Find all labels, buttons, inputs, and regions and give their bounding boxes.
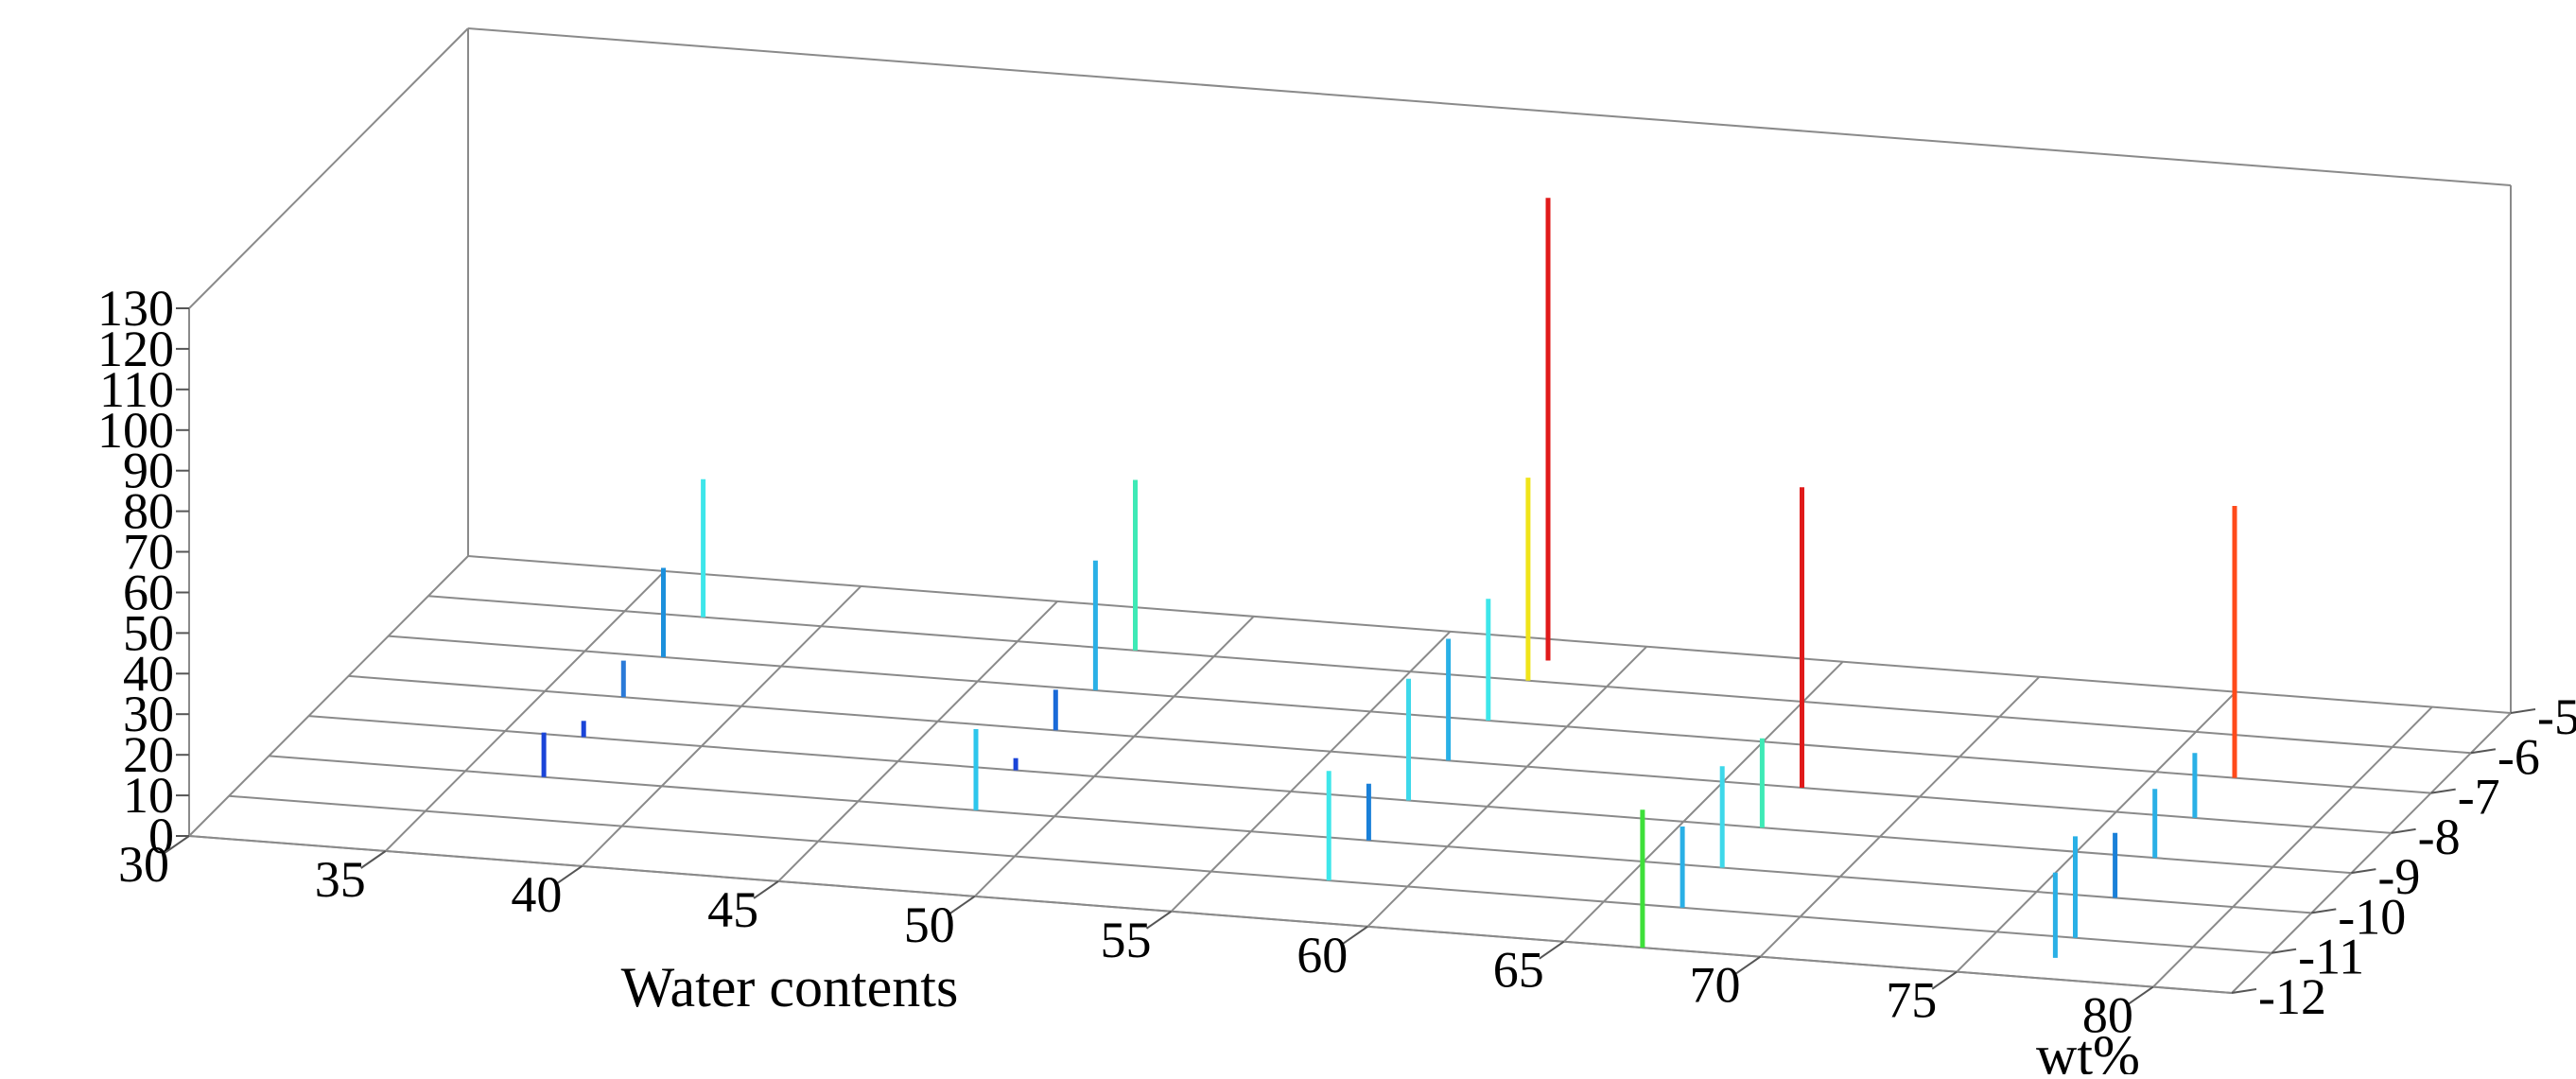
back-top-edge: [467, 27, 2512, 186]
z-tick-label: 0: [148, 808, 174, 864]
z-tick-label: 70: [123, 524, 174, 581]
z-tick-label: 110: [99, 361, 174, 418]
y-tick-label: -9: [2377, 848, 2420, 905]
y-tick-label: -5: [2537, 688, 2576, 745]
floor-gridline-x: [188, 555, 469, 837]
x-tick-label: 70: [1690, 957, 1741, 1014]
z-tick-label: 130: [97, 280, 174, 337]
x-tick-mark: [1145, 910, 1173, 930]
z-tick-label: 80: [123, 483, 174, 540]
floor-gridline-x: [974, 616, 1255, 897]
x-tick-mark: [1734, 955, 1762, 975]
x-tick-mark: [1342, 925, 1368, 945]
x-tick-mark: [949, 895, 976, 914]
y-tick-mark: [2391, 827, 2416, 834]
y-tick-mark: [2311, 908, 2337, 914]
y-tick-mark: [2470, 748, 2497, 755]
y-tick-label: -7: [2458, 769, 2500, 826]
x-tick-mark: [1931, 970, 1958, 990]
y-tick-mark: [2510, 708, 2536, 714]
y-axis-label: wt%: [2036, 1024, 2140, 1074]
z-tick-label: 10: [123, 767, 174, 824]
x-tick-label: 50: [904, 896, 955, 953]
z-tick-label: 100: [97, 402, 174, 459]
left-top-edge: [188, 27, 469, 309]
y-tick-mark: [2351, 868, 2376, 875]
x-tick-mark: [2128, 985, 2154, 1005]
floor-gridline-x: [777, 600, 1058, 882]
floor-gridline-x: [384, 570, 666, 852]
x-tick-mark: [164, 835, 190, 854]
x-tick-label: 40: [511, 866, 562, 923]
box-frame: [188, 27, 2512, 994]
floor-gridline-y: [229, 794, 2272, 954]
x-tick-mark: [360, 850, 387, 869]
stem-layer: [541, 198, 2237, 958]
y-tick-label: -8: [2418, 809, 2461, 865]
z-tick-label: 90: [123, 443, 174, 499]
floor-gridline-x: [1563, 660, 1844, 943]
x-tick-mark: [753, 880, 779, 899]
y-tick-mark: [2430, 788, 2456, 794]
z-tick-label: 60: [123, 565, 174, 621]
floor-gridline-y: [348, 674, 2392, 834]
x-tick-label: 65: [1493, 942, 1544, 999]
grid-layer: [188, 555, 2512, 994]
x-tick-mark: [556, 865, 583, 884]
x-tick-label: 60: [1297, 927, 1348, 983]
x-tick-label: 45: [707, 881, 758, 938]
z-tick-label: 40: [123, 645, 174, 702]
y-tick-label: -6: [2498, 728, 2540, 785]
y-tick-label: -11: [2298, 929, 2364, 985]
x-tick-label: 80: [2082, 987, 2133, 1044]
x-tick-label: 75: [1886, 972, 1937, 1029]
floor-gridline-x: [1170, 631, 1452, 913]
x-tick-mark: [1539, 940, 1565, 960]
y-tick-mark: [2231, 988, 2257, 994]
x-axis-label: Water contents: [621, 956, 959, 1018]
x-tick-label: 30: [118, 836, 169, 893]
z-tick-label: 50: [123, 604, 174, 661]
y-tick-label: -10: [2338, 888, 2406, 945]
x-tick-label: 35: [315, 851, 366, 908]
floor-gridline-x: [1759, 675, 2041, 958]
y-tick-label: -12: [2258, 968, 2326, 1025]
y-tick-mark: [2271, 948, 2297, 954]
floor-gridline-x: [1956, 690, 2237, 973]
z-tick-label: 120: [97, 321, 174, 377]
z-tick-label: 30: [123, 686, 174, 742]
floor-gridline-x: [581, 585, 862, 867]
x-axis-line: [188, 835, 2233, 994]
y-axis-line: [2231, 712, 2512, 994]
floor-gridline-x: [1366, 646, 1647, 928]
floor-gridline-y: [269, 755, 2312, 914]
floor-gridline-x: [2152, 705, 2433, 988]
z-tick-label: 20: [123, 726, 174, 783]
x-tick-label: 55: [1101, 912, 1152, 968]
